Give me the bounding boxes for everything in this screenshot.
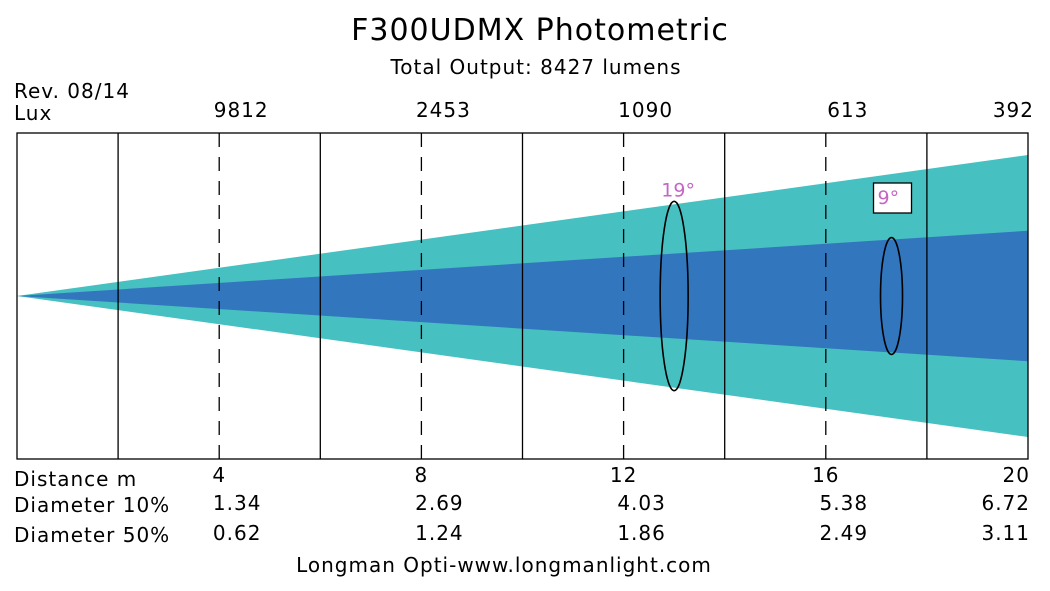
diameter10-value: 4.03 (617, 491, 666, 515)
diameter10-value: 2.69 (415, 491, 464, 515)
diameter10-value: 1.34 (213, 491, 262, 515)
diameter50-value: 2.49 (820, 521, 869, 545)
chart-title: F300UDMX Photometric (351, 13, 729, 48)
grid-lines (117, 133, 928, 459)
diameter50-value: 0.62 (213, 521, 262, 545)
distance-label: Distance m (14, 467, 137, 491)
lux-values: 9812 2453 1090 613 392 (214, 98, 1034, 122)
field-angle-label: 19° (661, 179, 695, 201)
distance-value: 20 (1003, 463, 1030, 487)
diameter10-label: Diameter 10% (14, 493, 170, 517)
lux-value: 1090 (618, 98, 673, 122)
diameter50-value: 3.11 (981, 521, 1030, 545)
diameter50-value: 1.86 (617, 521, 666, 545)
beam-angle-label-box (872, 182, 913, 214)
lux-value: 613 (827, 98, 868, 122)
diameter50-label: Diameter 50% (14, 523, 170, 547)
revision-label: Rev. 08/14 (14, 79, 130, 103)
distance-value: 8 (415, 463, 429, 487)
distance-table: 4 8 12 16 20 1.34 2.69 4.03 5.38 6.72 0.62 1.24 1.86… (212, 463, 1030, 545)
diameter10-value: 5.38 (820, 491, 869, 515)
distance-value: 4 (212, 463, 226, 487)
beam-angle-ellipse (879, 236, 904, 356)
field-angle-ellipse (659, 200, 689, 392)
chart-subtitle: Total Output: 8427 lumens (389, 55, 681, 79)
distance-value: 16 (812, 463, 839, 487)
distance-value: 12 (610, 463, 637, 487)
lux-value: 2453 (416, 98, 471, 122)
diameter50-value: 1.24 (415, 521, 464, 545)
footer-text: Longman Opti-www.longmanlight.com (296, 553, 712, 577)
diameter10-value: 6.72 (981, 491, 1030, 515)
lux-value: 9812 (214, 98, 269, 122)
lux-value: 392 (993, 98, 1034, 122)
lux-label: Lux (14, 101, 52, 125)
plot-frame (16, 132, 1029, 460)
beam-angle-label: 9° (878, 187, 900, 209)
beam-plot: 19° 9° (16, 132, 1029, 460)
